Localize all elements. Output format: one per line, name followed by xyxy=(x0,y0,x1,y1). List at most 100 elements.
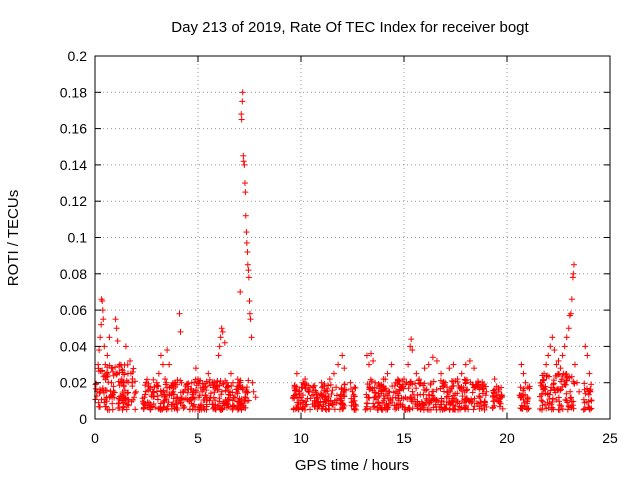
data-point xyxy=(188,400,195,407)
data-point xyxy=(368,350,375,357)
data-point xyxy=(461,376,468,383)
data-point xyxy=(101,389,108,396)
data-point xyxy=(239,98,246,105)
data-point xyxy=(245,274,252,281)
data-point xyxy=(147,406,154,413)
data-point xyxy=(548,384,555,391)
data-point xyxy=(302,376,309,383)
data-point xyxy=(388,361,395,368)
data-point xyxy=(437,406,444,413)
data-point xyxy=(99,367,106,374)
data-point xyxy=(555,386,562,393)
data-point xyxy=(108,379,115,386)
data-point xyxy=(307,406,314,413)
data-point xyxy=(97,403,104,410)
data-point xyxy=(551,347,558,354)
data-point xyxy=(347,379,354,386)
data-point xyxy=(565,325,572,332)
data-point xyxy=(438,401,445,408)
data-point xyxy=(448,385,455,392)
data-point xyxy=(416,376,423,383)
data-point xyxy=(238,111,245,118)
data-point xyxy=(157,400,164,407)
data-point xyxy=(586,370,593,377)
data-point xyxy=(521,399,528,406)
data-point xyxy=(462,406,469,413)
data-point xyxy=(491,376,498,383)
data-point xyxy=(409,381,416,388)
data-point xyxy=(479,390,486,397)
data-point xyxy=(440,378,447,385)
data-point xyxy=(315,398,322,405)
data-point xyxy=(462,377,469,384)
data-point xyxy=(433,397,440,404)
data-point xyxy=(402,381,409,388)
data-point xyxy=(96,347,103,354)
data-point xyxy=(187,385,194,392)
data-point xyxy=(196,392,203,399)
data-point xyxy=(538,397,545,404)
data-point xyxy=(240,152,247,159)
data-point xyxy=(458,370,465,377)
data-point xyxy=(338,401,345,408)
data-point xyxy=(395,404,402,411)
data-point xyxy=(374,399,381,406)
data-point xyxy=(374,404,381,411)
data-point xyxy=(370,404,377,411)
data-point xyxy=(119,367,126,374)
data-point xyxy=(584,352,591,359)
x-axis-label: GPS time / hours xyxy=(295,457,409,474)
data-point xyxy=(203,403,210,410)
data-point xyxy=(246,310,253,317)
data-point xyxy=(553,372,560,379)
data-point xyxy=(168,383,175,390)
data-point xyxy=(244,261,251,268)
data-point xyxy=(202,383,209,390)
data-point xyxy=(587,405,594,412)
data-point xyxy=(214,377,221,384)
data-point xyxy=(116,396,123,403)
data-point xyxy=(417,405,424,412)
data-point xyxy=(568,394,575,401)
data-point xyxy=(164,347,171,354)
data-point xyxy=(225,388,232,395)
data-point xyxy=(333,392,340,399)
data-point xyxy=(387,397,394,404)
data-point xyxy=(118,376,125,383)
data-point xyxy=(433,403,440,410)
data-point xyxy=(414,402,421,409)
data-point xyxy=(383,402,390,409)
data-point xyxy=(430,388,437,395)
data-point xyxy=(323,385,330,392)
data-point xyxy=(417,391,424,398)
data-point xyxy=(209,379,216,386)
data-point xyxy=(314,394,321,401)
data-point xyxy=(477,394,484,401)
data-point xyxy=(250,388,257,395)
data-point xyxy=(312,387,319,394)
data-point xyxy=(220,381,227,388)
data-point xyxy=(427,406,434,413)
data-point xyxy=(179,395,186,402)
data-point xyxy=(550,406,557,413)
data-point xyxy=(363,394,370,401)
data-point xyxy=(481,401,488,408)
data-point xyxy=(547,343,554,350)
data-point xyxy=(370,357,377,364)
data-point xyxy=(122,343,129,350)
data-point xyxy=(543,373,550,380)
data-point xyxy=(241,161,248,168)
data-point xyxy=(109,368,116,375)
data-point xyxy=(497,394,504,401)
data-point xyxy=(240,158,247,165)
data-point xyxy=(233,386,240,393)
data-point xyxy=(405,405,412,412)
data-point xyxy=(170,388,177,395)
data-point xyxy=(102,361,109,368)
data-point xyxy=(352,385,359,392)
data-point xyxy=(439,383,446,390)
data-point xyxy=(232,394,239,401)
data-point xyxy=(237,399,244,406)
data-point xyxy=(427,381,434,388)
data-point xyxy=(306,388,313,395)
